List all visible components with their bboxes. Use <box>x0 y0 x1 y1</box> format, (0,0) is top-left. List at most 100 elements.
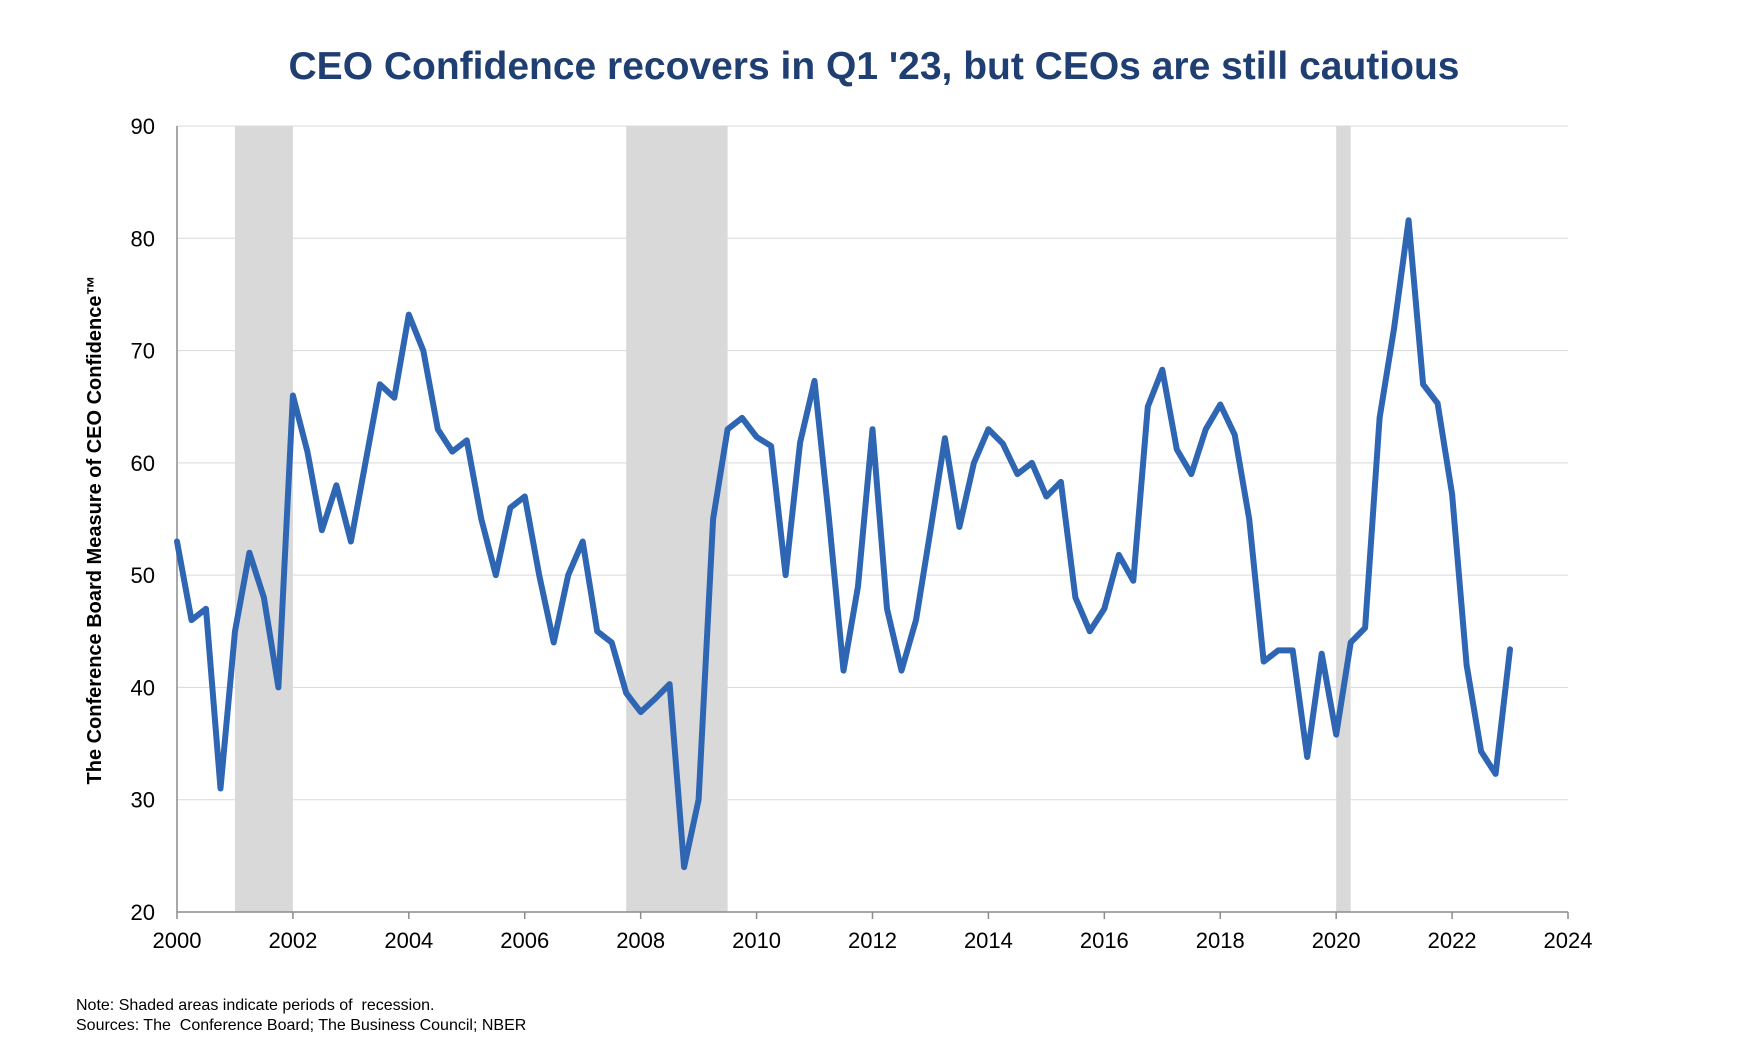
x-tick-label-2000: 2000 <box>153 928 202 953</box>
gridlines <box>177 125 1568 801</box>
data-point <box>334 483 339 488</box>
x-tick-label-2022: 2022 <box>1428 928 1477 953</box>
data-point <box>1377 415 1382 420</box>
recession-band-3 <box>1336 126 1351 912</box>
data-point <box>1000 441 1005 446</box>
y-tick-label-20: 20 <box>131 900 155 925</box>
data-point <box>1174 447 1179 452</box>
data-point <box>392 395 397 400</box>
x-tick-label-2014: 2014 <box>964 928 1013 953</box>
data-point <box>1247 517 1252 522</box>
x-tick-label-2010: 2010 <box>732 928 781 953</box>
data-point <box>1435 401 1440 406</box>
data-point <box>841 668 846 673</box>
data-point <box>580 539 585 544</box>
data-point <box>740 415 745 420</box>
data-point <box>232 629 237 634</box>
data-point <box>1087 629 1092 634</box>
data-point <box>870 427 875 432</box>
data-point <box>942 436 947 441</box>
recession-band-1 <box>234 126 293 912</box>
x-tick-label-2006: 2006 <box>500 928 549 953</box>
data-point <box>1508 647 1513 652</box>
y-tick-label-70: 70 <box>131 339 155 364</box>
x-tick-labels: 2000 2002 2004 2006 2008 2010 2012 2014 2016 2018… <box>153 912 1593 953</box>
x-tick-label-2018: 2018 <box>1196 928 1245 953</box>
data-point <box>1044 494 1049 499</box>
chart-title: CEO Confidence recovers in Q1 '23, but C… <box>288 45 1460 88</box>
data-point <box>1015 472 1020 477</box>
data-point <box>348 539 353 544</box>
data-point <box>653 696 658 701</box>
data-point <box>1261 659 1266 664</box>
data-point <box>769 444 774 449</box>
recession-note: Note: Shaded areas indicate periods of r… <box>76 997 435 1014</box>
data-point <box>696 797 701 802</box>
data-point <box>1493 771 1498 776</box>
sources-note: Sources: The Conference Board; The Busin… <box>76 1017 527 1034</box>
y-tick-label-60: 60 <box>131 451 155 476</box>
data-point <box>290 393 295 398</box>
axes <box>176 126 1568 913</box>
data-point <box>479 517 484 522</box>
data-point <box>566 573 571 578</box>
x-tick-label-2004: 2004 <box>384 928 433 953</box>
data-point <box>1348 640 1353 645</box>
data-point <box>1203 427 1208 432</box>
data-point <box>1073 595 1078 600</box>
data-point <box>435 427 440 432</box>
x-tick-label-2012: 2012 <box>848 928 897 953</box>
data-point <box>464 438 469 443</box>
data-point <box>363 460 368 465</box>
data-point <box>884 606 889 611</box>
data-point <box>1392 326 1397 331</box>
data-point <box>1479 749 1484 754</box>
data-point <box>1450 492 1455 497</box>
data-point <box>377 382 382 387</box>
data-point <box>175 539 180 544</box>
data-point <box>450 449 455 454</box>
data-point <box>1218 402 1223 407</box>
data-point <box>725 427 730 432</box>
y-tick-label-80: 80 <box>131 226 155 251</box>
data-point <box>856 584 861 589</box>
data-point <box>1029 460 1034 465</box>
data-point <box>189 618 194 623</box>
data-point <box>1102 606 1107 611</box>
data-point <box>1160 367 1165 372</box>
x-tick-label-2020: 2020 <box>1312 928 1361 953</box>
footnotes: Note: Shaded areas indicate periods of r… <box>76 996 526 1036</box>
data-point <box>1131 578 1136 583</box>
data-point <box>957 524 962 529</box>
data-point <box>1189 472 1194 477</box>
data-point <box>624 691 629 696</box>
data-point <box>1145 404 1150 409</box>
data-point <box>827 517 832 522</box>
x-tick-label-2024: 2024 <box>1544 928 1593 953</box>
data-point <box>1319 651 1324 656</box>
data-point <box>667 682 672 687</box>
data-point <box>1116 552 1121 557</box>
data-point <box>1363 625 1368 630</box>
data-point <box>493 573 498 578</box>
data-point <box>537 573 542 578</box>
data-point <box>551 640 556 645</box>
data-point <box>1421 382 1426 387</box>
data-point <box>319 528 324 533</box>
data-point <box>783 573 788 578</box>
data-point <box>261 595 266 600</box>
x-tick-label-2002: 2002 <box>268 928 317 953</box>
data-point <box>899 668 904 673</box>
data-point <box>711 517 716 522</box>
data-point <box>522 494 527 499</box>
series-line-ceo-confidence <box>174 217 1513 871</box>
data-point <box>1276 648 1281 653</box>
data-point <box>1305 755 1310 760</box>
y-tick-label-40: 40 <box>131 675 155 700</box>
data-point <box>638 710 643 715</box>
data-point <box>682 865 687 870</box>
data-point <box>913 618 918 623</box>
data-point <box>203 606 208 611</box>
data-point <box>928 528 933 533</box>
